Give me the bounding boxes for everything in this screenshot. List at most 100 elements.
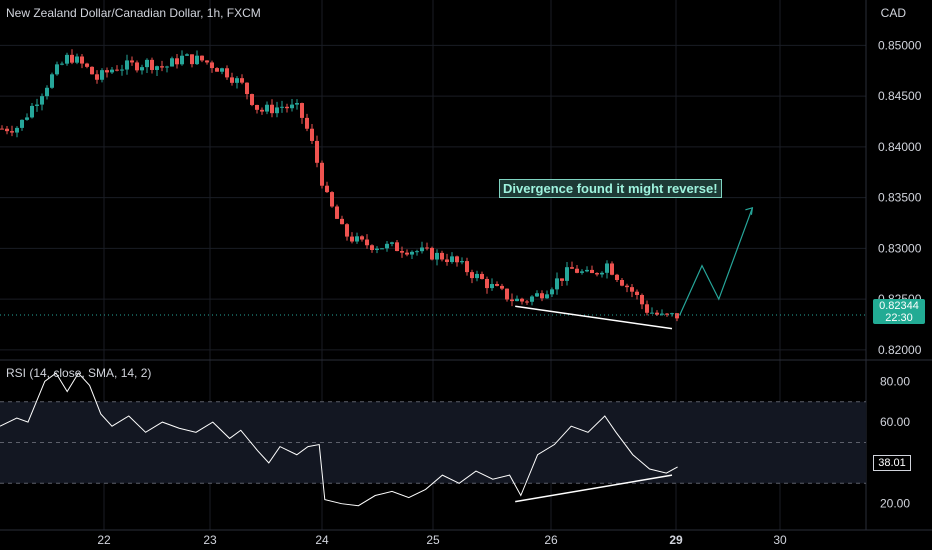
candle-body bbox=[270, 104, 274, 114]
candle-body bbox=[380, 248, 384, 250]
candle-body bbox=[115, 69, 119, 71]
candle-body bbox=[245, 82, 249, 95]
rsi-divergence-line bbox=[515, 474, 673, 503]
time-tick-label: 24 bbox=[315, 533, 329, 547]
candle-body bbox=[585, 269, 589, 272]
rsi-title: RSI (14, close, SMA, 14, 2) bbox=[6, 366, 152, 380]
candle-body bbox=[140, 67, 144, 71]
candle-body bbox=[405, 252, 409, 255]
candle-body bbox=[70, 54, 74, 63]
time-tick-label: 29 bbox=[669, 533, 683, 547]
candle-body bbox=[95, 74, 99, 80]
candle-body bbox=[60, 63, 64, 65]
candle-body bbox=[195, 55, 199, 65]
candle-body bbox=[205, 60, 209, 63]
price-tick-label: 0.83500 bbox=[878, 191, 922, 205]
candle-body bbox=[55, 64, 59, 75]
candle-body bbox=[430, 247, 434, 260]
time-tick-label: 25 bbox=[426, 533, 440, 547]
candle-body bbox=[510, 299, 514, 302]
candle-body bbox=[325, 185, 329, 193]
rsi-panel bbox=[0, 401, 866, 484]
candle-body bbox=[410, 251, 414, 255]
candle-body bbox=[120, 69, 124, 71]
candle-body bbox=[320, 162, 324, 186]
candle-body bbox=[515, 298, 519, 302]
chart-title: New Zealand Dollar/Canadian Dollar, 1h, … bbox=[6, 6, 261, 20]
candle-body bbox=[215, 68, 219, 72]
candle-body bbox=[465, 261, 469, 273]
overlay-lines bbox=[0, 206, 866, 507]
candle-body bbox=[290, 104, 294, 109]
candle-body bbox=[520, 298, 524, 302]
price-tick-label: 0.84500 bbox=[878, 89, 922, 103]
candle-body bbox=[75, 56, 79, 63]
candle-body bbox=[30, 105, 34, 118]
candle-body bbox=[625, 285, 629, 288]
candle-body bbox=[135, 62, 139, 71]
candle-body bbox=[650, 312, 654, 314]
price-tick-label: 0.82000 bbox=[878, 343, 922, 357]
candle-body bbox=[575, 268, 579, 273]
candle-body bbox=[545, 294, 549, 299]
time-tick-label: 30 bbox=[773, 533, 787, 547]
rsi-tick-label: 20.00 bbox=[880, 497, 910, 511]
candle-body bbox=[340, 218, 344, 225]
candle-body bbox=[185, 54, 189, 56]
candle-body bbox=[615, 274, 619, 280]
bar-countdown: 22:30 bbox=[885, 312, 913, 324]
candle-body bbox=[145, 59, 149, 68]
candle-body bbox=[415, 251, 419, 253]
candle-body bbox=[595, 273, 599, 275]
candle-body bbox=[310, 128, 314, 141]
candle-body bbox=[485, 278, 489, 289]
candle-body bbox=[45, 87, 49, 97]
candle-body bbox=[635, 291, 639, 295]
candle-body bbox=[80, 56, 84, 64]
candle-body bbox=[305, 117, 309, 129]
candle-body bbox=[395, 242, 399, 252]
candle-body bbox=[280, 106, 284, 108]
candle-body bbox=[425, 247, 429, 249]
candle-body bbox=[165, 66, 169, 68]
candle-body bbox=[10, 131, 14, 133]
candle-body bbox=[130, 60, 134, 63]
candle-body bbox=[315, 140, 319, 163]
candle-body bbox=[175, 58, 179, 65]
candle-body bbox=[110, 69, 114, 73]
candle-body bbox=[440, 252, 444, 260]
candle-body bbox=[420, 247, 424, 252]
candle-body bbox=[85, 63, 89, 67]
candle-body bbox=[630, 287, 634, 292]
candle-body bbox=[295, 103, 299, 105]
candle-body bbox=[190, 54, 194, 65]
candle-body bbox=[375, 248, 379, 250]
candle-body bbox=[265, 104, 269, 112]
candle-body bbox=[180, 55, 184, 65]
candle-body bbox=[560, 278, 564, 281]
candle-body bbox=[285, 106, 289, 109]
candle-body bbox=[455, 256, 459, 263]
candle-body bbox=[570, 267, 574, 269]
candle-body bbox=[220, 68, 224, 72]
candle-body bbox=[450, 256, 454, 263]
candle-body bbox=[260, 109, 264, 112]
rsi-line bbox=[0, 372, 678, 507]
candle-body bbox=[230, 77, 234, 83]
candle-body bbox=[505, 288, 509, 300]
candle-body bbox=[550, 289, 554, 295]
rsi-tick-label: 60.00 bbox=[880, 415, 910, 429]
candle-body bbox=[170, 58, 174, 67]
candle-body bbox=[600, 272, 604, 275]
time-tick-label: 26 bbox=[544, 533, 558, 547]
candle-body bbox=[670, 313, 674, 315]
candle-body bbox=[360, 236, 364, 240]
candle-body bbox=[355, 236, 359, 242]
price-tick-label: 0.84000 bbox=[878, 140, 922, 154]
candle-body bbox=[330, 192, 334, 207]
candle-body bbox=[350, 236, 354, 242]
candle-body bbox=[565, 267, 569, 281]
divergence-annotation[interactable]: Divergence found it might reverse! bbox=[499, 179, 722, 198]
candle-body bbox=[35, 104, 39, 106]
